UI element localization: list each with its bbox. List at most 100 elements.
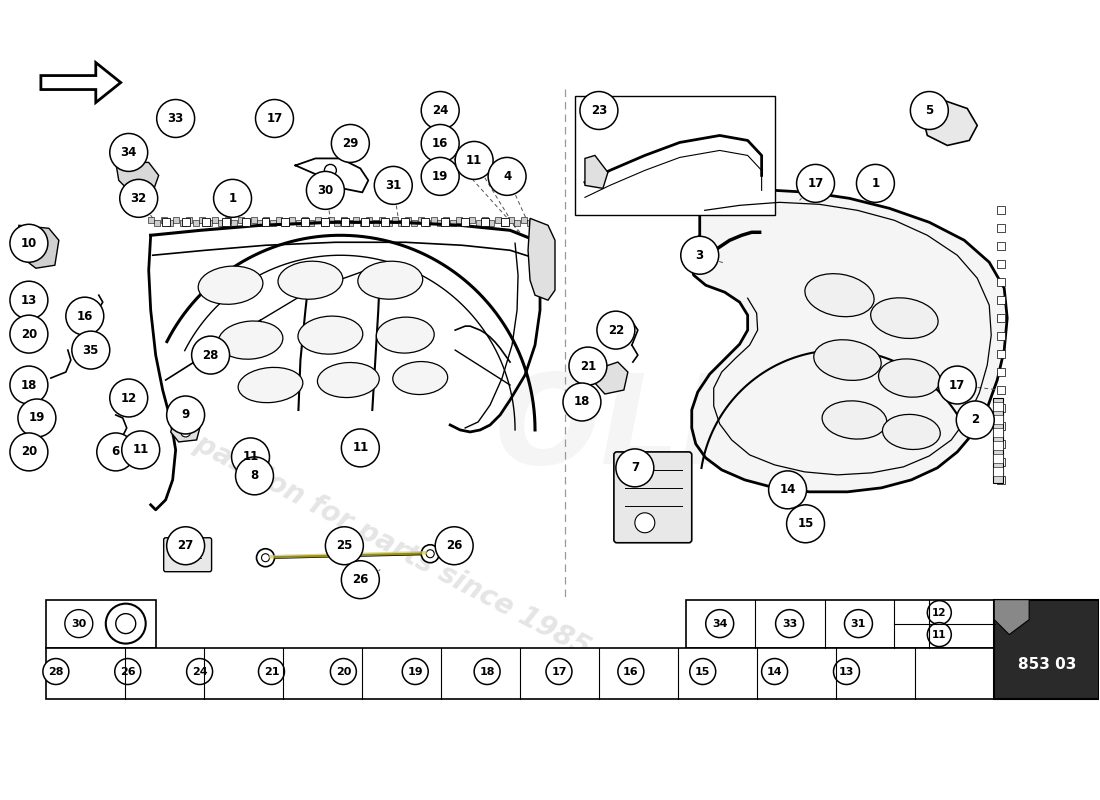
Ellipse shape [238, 367, 302, 402]
Bar [192, 220, 199, 226]
Circle shape [426, 550, 434, 558]
Bar [405, 218, 411, 223]
Text: 34: 34 [712, 618, 727, 629]
Bar [998, 278, 1005, 286]
Text: 16: 16 [432, 137, 449, 150]
Bar [470, 218, 475, 223]
Bar [46, 600, 156, 647]
Bar [998, 332, 1005, 340]
Bar [182, 218, 189, 226]
Circle shape [635, 513, 654, 533]
Text: 26: 26 [446, 539, 462, 552]
Circle shape [120, 179, 157, 218]
Polygon shape [116, 162, 158, 192]
Circle shape [421, 125, 459, 162]
Text: 18: 18 [574, 395, 590, 409]
Bar [425, 220, 430, 226]
Bar [302, 218, 308, 223]
Text: 6: 6 [111, 446, 120, 458]
Text: 31: 31 [385, 179, 402, 192]
Circle shape [10, 366, 48, 404]
Bar [353, 218, 360, 223]
Bar [998, 422, 1005, 430]
Bar [402, 218, 409, 226]
Circle shape [97, 433, 134, 471]
Text: 5: 5 [925, 104, 934, 117]
Ellipse shape [218, 321, 283, 359]
Circle shape [845, 610, 872, 638]
Bar [147, 218, 154, 223]
Bar [179, 220, 186, 226]
Bar [224, 218, 231, 223]
Bar [270, 220, 276, 226]
Bar [502, 220, 507, 226]
Text: 17: 17 [807, 177, 824, 190]
Circle shape [43, 658, 69, 685]
Bar [212, 218, 218, 223]
Circle shape [421, 91, 459, 130]
Circle shape [258, 658, 285, 685]
Circle shape [403, 658, 428, 685]
Polygon shape [920, 101, 977, 146]
Circle shape [122, 431, 160, 469]
Circle shape [331, 125, 370, 162]
Bar [263, 218, 270, 223]
Circle shape [706, 610, 734, 638]
Circle shape [341, 429, 380, 467]
Circle shape [421, 545, 439, 562]
Circle shape [324, 165, 337, 176]
Text: 1: 1 [229, 192, 236, 205]
Bar [998, 314, 1005, 322]
Text: 4: 4 [503, 170, 512, 183]
Bar [998, 296, 1005, 304]
Bar [221, 218, 230, 226]
Bar [443, 218, 450, 223]
Circle shape [580, 91, 618, 130]
Text: 23: 23 [591, 104, 607, 117]
Text: 2: 2 [971, 414, 979, 426]
Bar [301, 218, 309, 226]
Circle shape [474, 658, 500, 685]
Circle shape [256, 549, 275, 566]
Circle shape [681, 236, 718, 274]
Bar [386, 220, 392, 226]
Text: 8: 8 [251, 470, 258, 482]
Circle shape [307, 171, 344, 210]
Circle shape [180, 427, 190, 437]
Circle shape [232, 438, 270, 476]
Text: 17: 17 [266, 112, 283, 125]
Circle shape [488, 158, 526, 195]
Bar [162, 218, 169, 226]
Bar [998, 386, 1005, 394]
Text: 31: 31 [850, 618, 866, 629]
Bar [251, 218, 256, 223]
Bar [161, 218, 166, 223]
Text: 15: 15 [695, 666, 711, 677]
Bar [998, 368, 1005, 376]
Bar [421, 218, 429, 226]
Text: 19: 19 [432, 170, 449, 183]
Text: 853 03: 853 03 [1018, 657, 1076, 672]
Bar [167, 220, 173, 226]
Text: 11: 11 [932, 630, 947, 639]
Circle shape [761, 658, 788, 685]
Ellipse shape [814, 340, 881, 380]
Circle shape [10, 282, 48, 319]
Polygon shape [595, 362, 628, 394]
Bar [242, 218, 250, 226]
Text: 19: 19 [29, 411, 45, 425]
Circle shape [690, 658, 716, 685]
Text: 17: 17 [551, 666, 566, 677]
Ellipse shape [393, 362, 448, 394]
Text: 30: 30 [72, 618, 87, 629]
Text: 28: 28 [48, 666, 64, 677]
Text: 35: 35 [82, 343, 99, 357]
Circle shape [262, 554, 270, 562]
Text: 11: 11 [242, 450, 258, 463]
Circle shape [927, 601, 952, 625]
Text: 28: 28 [202, 349, 219, 362]
Bar [993, 415, 1003, 424]
Text: 11: 11 [352, 442, 368, 454]
Bar [379, 218, 385, 223]
Bar [186, 218, 192, 223]
